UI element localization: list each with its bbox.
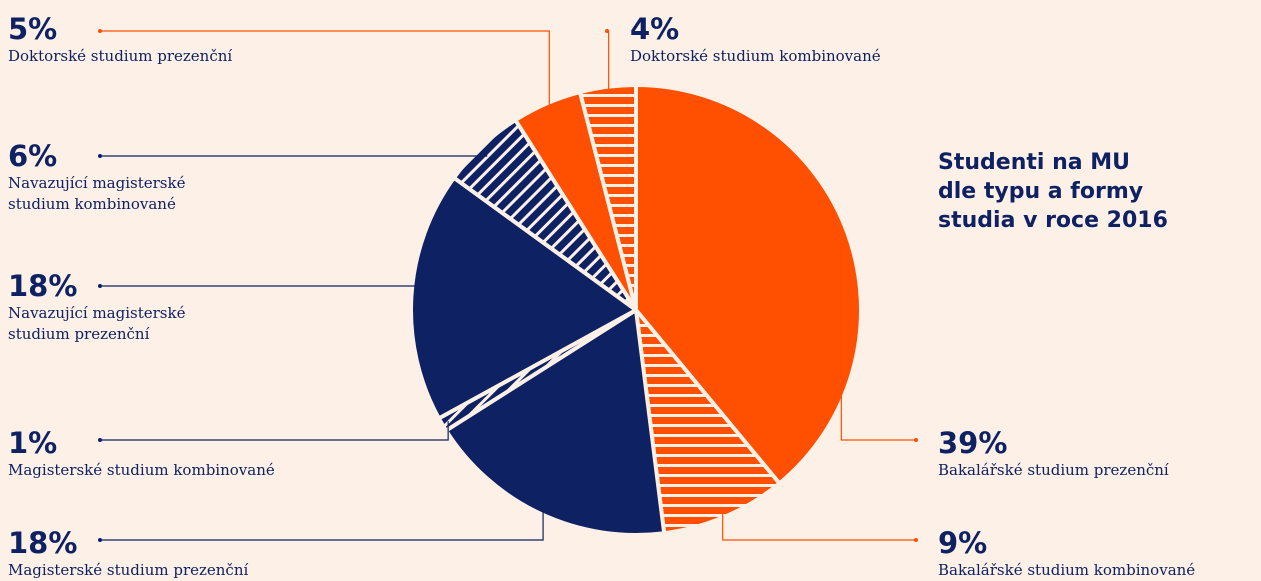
pie-slice-navazujici-prezencni xyxy=(409,175,638,421)
category-label: Doktorské studium prezenční xyxy=(8,47,233,65)
pie-slice-magisterske-prezencni xyxy=(444,308,667,537)
pct-label: 9% xyxy=(938,526,988,560)
leader-line-navazujici-kombinovane xyxy=(100,150,488,157)
leader-line-navazujici-prezencni xyxy=(100,285,419,297)
pct-label: 18% xyxy=(8,269,78,303)
category-label: Navazující magisterské studium prezenční xyxy=(8,304,186,343)
pct-label: 4% xyxy=(630,12,680,46)
chart-title: Studenti na MU dle typu a formy studia v… xyxy=(938,150,1168,233)
pct-label: 39% xyxy=(938,426,1008,460)
leader-dot-bakalarske-prezencni xyxy=(914,438,918,442)
leader-line-magisterske-kombinovane xyxy=(100,421,449,441)
category-label: Magisterské studium kombinované xyxy=(8,461,275,479)
category-label: Navazující magisterské studium kombinova… xyxy=(8,174,186,213)
pct-label: 5% xyxy=(8,12,58,46)
leader-line-magisterske-prezencni xyxy=(100,507,544,541)
leader-dot-navazujici-kombinovane xyxy=(98,154,102,158)
leader-dot-doktorske-prezencni xyxy=(98,29,102,33)
leader-dot-doktorske-kombinovane xyxy=(605,29,609,33)
pct-label: 6% xyxy=(8,139,58,173)
leader-line-doktorske-kombinovane xyxy=(607,30,610,94)
leader-dot-magisterske-prezencni xyxy=(98,538,102,542)
label-navazujici-prezencni: 18% Navazující magisterské studium preze… xyxy=(8,271,185,345)
label-magisterske-kombinovane: 1% Magisterské studium kombinované xyxy=(8,428,275,481)
leader-line-bakalarske-prezencni xyxy=(840,236,916,441)
category-label: Magisterské studium prezenční xyxy=(8,561,249,579)
label-bakalarske-prezencni: 39% Bakalářské studium prezenční xyxy=(938,428,1169,481)
pie-slice-doktorske-kombinovane xyxy=(578,83,638,312)
leader-line-doktorske-prezencni xyxy=(100,30,550,110)
leader-line-bakalarske-kombinovane xyxy=(722,510,916,541)
label-doktorske-prezencni: 5% Doktorské studium prezenční xyxy=(8,14,232,67)
leader-dot-bakalarske-kombinovane xyxy=(914,538,918,542)
pct-label: 18% xyxy=(8,526,78,560)
label-navazujici-kombinovane: 6% Navazující magisterské studium kombin… xyxy=(8,141,185,215)
category-label: Bakalářské studium prezenční xyxy=(938,461,1169,479)
label-doktorske-kombinovane: 4% Doktorské studium kombinované xyxy=(630,14,881,67)
leader-dot-navazujici-prezencni xyxy=(98,284,102,288)
label-bakalarske-kombinovane: 9% Bakalářské studium kombinované xyxy=(938,528,1195,581)
category-label: Bakalářské studium kombinované xyxy=(938,561,1196,579)
leader-dot-magisterske-kombinovane xyxy=(98,438,102,442)
pie-slice-bakalarske-kombinovane xyxy=(634,308,782,536)
category-label: Doktorské studium kombinované xyxy=(630,47,881,65)
pct-label: 1% xyxy=(8,426,58,460)
pie-slice-bakalarske-prezencni xyxy=(634,83,863,486)
label-magisterske-prezencni: 18% Magisterské studium prezenční xyxy=(8,528,248,581)
